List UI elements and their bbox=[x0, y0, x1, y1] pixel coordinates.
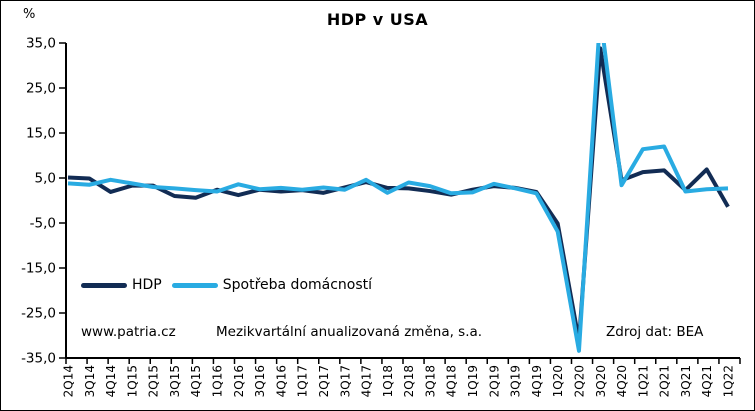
x-tick-label: 2Q18 bbox=[402, 365, 416, 397]
x-tick-label: 2Q17 bbox=[317, 365, 331, 397]
y-tick-label: -25,0 bbox=[21, 306, 56, 322]
y-tick-label: 25,0 bbox=[26, 81, 56, 97]
series-line-hdp bbox=[67, 46, 730, 343]
x-tick-label: 4Q14 bbox=[104, 365, 118, 397]
x-tick-label: 1Q16 bbox=[211, 365, 225, 397]
x-tick-label: 1Q20 bbox=[551, 365, 565, 397]
x-tick-label: 1Q17 bbox=[296, 365, 310, 397]
y-tick-label: -35,0 bbox=[21, 351, 56, 367]
data-source-label: Zdroj dat: BEA bbox=[606, 324, 704, 340]
legend-line-consumption-icon bbox=[171, 282, 218, 288]
legend-label-hdp: HDP bbox=[132, 277, 162, 293]
x-tick-label: 2Q14 bbox=[62, 365, 76, 397]
series-line-consumption bbox=[67, 43, 729, 353]
x-tick-label: 2Q16 bbox=[232, 365, 246, 397]
x-tick-label: 3Q19 bbox=[509, 365, 523, 397]
y-tick-label: -15,0 bbox=[21, 261, 56, 277]
x-tick-label: 1Q15 bbox=[125, 365, 139, 397]
y-tick-label: 5,0 bbox=[35, 171, 56, 187]
x-tick-label: 3Q14 bbox=[83, 365, 97, 397]
x-tick-label: 2Q20 bbox=[572, 365, 586, 397]
x-tick-label: 3Q18 bbox=[423, 365, 437, 397]
y-tick-label: 35,0 bbox=[26, 36, 56, 52]
chart-title: HDP v USA bbox=[326, 10, 429, 29]
x-tick-label: 4Q18 bbox=[445, 365, 459, 397]
x-tick-label: 1Q21 bbox=[636, 365, 650, 397]
x-tick-label: 3Q20 bbox=[594, 365, 608, 397]
x-tick-label: 4Q16 bbox=[274, 365, 288, 397]
legend-label-consumption: Spotřeba domácností bbox=[222, 277, 373, 293]
x-tick-label: 3Q17 bbox=[338, 365, 352, 397]
y-axis-unit-label: % bbox=[23, 7, 36, 22]
x-tick-label: 3Q21 bbox=[679, 365, 693, 397]
y-tick-label: -5,0 bbox=[30, 216, 56, 232]
legend-item-hdp: HDP bbox=[81, 277, 162, 293]
legend-item-consumption: Spotřeba domácností bbox=[171, 277, 373, 293]
x-tick-label: 2Q21 bbox=[658, 365, 672, 397]
x-tick-label: 4Q15 bbox=[189, 365, 203, 397]
website-label: www.patria.cz bbox=[81, 324, 176, 340]
x-tick-label: 1Q19 bbox=[466, 365, 480, 397]
x-tick-label: 2Q19 bbox=[487, 365, 501, 397]
y-tick-label: 15,0 bbox=[26, 126, 56, 142]
x-tick-label: 3Q15 bbox=[168, 365, 182, 397]
x-tick-label: 3Q16 bbox=[253, 365, 267, 397]
x-tick-label: 4Q21 bbox=[700, 365, 714, 397]
legend: HDP Spotřeba domácností bbox=[81, 277, 372, 293]
x-tick-label: 4Q20 bbox=[615, 365, 629, 397]
legend-line-hdp-icon bbox=[81, 282, 127, 288]
x-tick-label: 1Q18 bbox=[381, 365, 395, 397]
x-tick-label: 4Q17 bbox=[360, 365, 374, 397]
x-tick-label: 4Q19 bbox=[530, 365, 544, 397]
x-tick-label: 1Q22 bbox=[722, 365, 736, 397]
x-tick-label: 2Q15 bbox=[147, 365, 161, 397]
chart-note: Mezikvartální anualizovaná změna, s.a. bbox=[216, 324, 483, 340]
